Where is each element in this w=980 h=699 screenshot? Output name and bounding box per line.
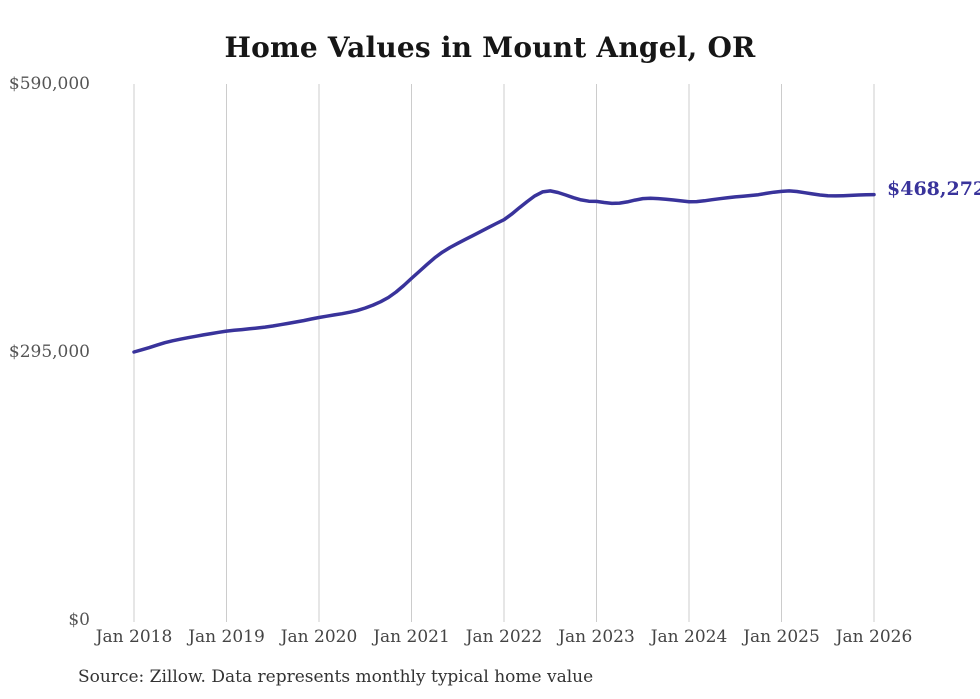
- x-tick-label: Jan 2019: [188, 627, 265, 647]
- x-tick-label: Jan 2023: [558, 627, 635, 647]
- latest-value-label: $468,272: [887, 178, 980, 200]
- x-tick-label: Jan 2022: [465, 627, 543, 647]
- y-tick-label: $0: [68, 610, 90, 630]
- gridlines: [133, 84, 875, 622]
- x-tick-label: Jan 2018: [95, 627, 173, 647]
- y-tick-label: $295,000: [8, 342, 90, 362]
- y-tick-label: $590,000: [8, 74, 90, 94]
- x-tick-label: Jan 2020: [280, 627, 358, 647]
- source-note: Source: Zillow. Data represents monthly …: [78, 667, 594, 687]
- x-tick-label: Jan 2024: [650, 627, 728, 647]
- x-tick-label: Jan 2026: [835, 627, 913, 647]
- value-line: [132, 189, 876, 354]
- chart-title: Home Values in Mount Angel, OR: [224, 31, 756, 64]
- x-tick-label: Jan 2021: [373, 627, 450, 647]
- x-tick-label: Jan 2025: [743, 627, 820, 647]
